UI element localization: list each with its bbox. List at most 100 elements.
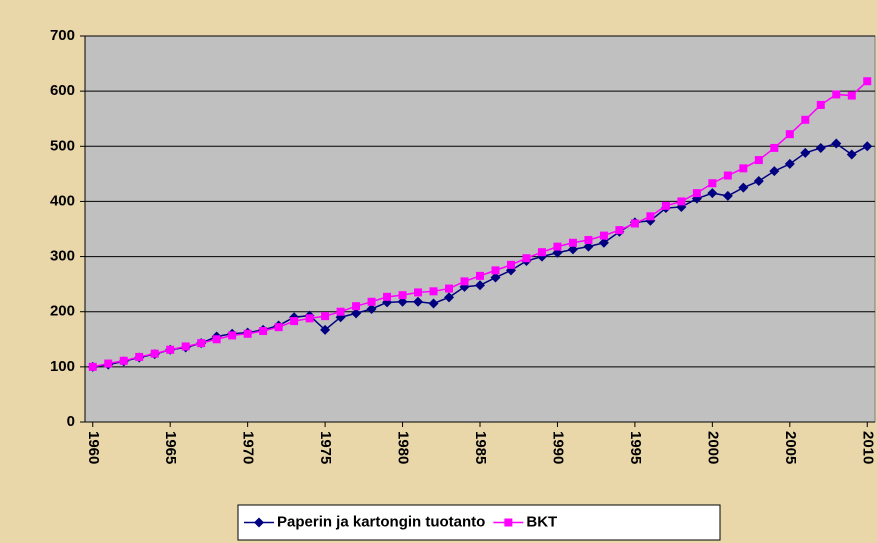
x-tick-label: 2000 bbox=[704, 431, 721, 464]
marker bbox=[212, 335, 221, 344]
marker bbox=[351, 308, 362, 319]
y-tick-label: 400 bbox=[50, 192, 75, 209]
marker bbox=[397, 296, 408, 307]
marker bbox=[460, 277, 469, 286]
marker bbox=[816, 100, 825, 109]
marker bbox=[801, 115, 810, 124]
marker bbox=[739, 164, 748, 173]
marker bbox=[707, 188, 718, 199]
marker bbox=[259, 327, 268, 336]
marker bbox=[754, 156, 763, 165]
marker bbox=[444, 292, 455, 303]
marker bbox=[367, 297, 376, 306]
legend-label: Paperin ja kartongin tuotanto bbox=[277, 513, 485, 530]
marker bbox=[831, 138, 842, 149]
marker bbox=[135, 352, 144, 361]
marker bbox=[537, 248, 546, 257]
marker bbox=[366, 303, 377, 314]
marker bbox=[753, 176, 764, 187]
marker bbox=[832, 90, 841, 99]
x-tick-label: 1970 bbox=[240, 431, 257, 464]
marker bbox=[583, 241, 594, 252]
marker bbox=[630, 219, 639, 228]
marker bbox=[197, 339, 206, 348]
marker bbox=[522, 254, 531, 263]
y-tick-label: 500 bbox=[50, 137, 75, 154]
marker bbox=[181, 342, 190, 351]
y-tick-label: 0 bbox=[67, 413, 75, 430]
legend-marker bbox=[254, 517, 264, 528]
marker bbox=[553, 242, 562, 251]
plot-area bbox=[84, 35, 876, 423]
x-tick-label: 1995 bbox=[627, 431, 644, 464]
x-tick-label: 1965 bbox=[162, 431, 179, 464]
y-tick-label: 600 bbox=[50, 82, 75, 99]
marker bbox=[414, 288, 423, 297]
marker bbox=[445, 284, 454, 293]
x-tick-label: 1990 bbox=[549, 431, 566, 464]
marker bbox=[506, 260, 515, 269]
marker bbox=[274, 323, 283, 332]
marker bbox=[104, 359, 113, 368]
legend-marker bbox=[504, 518, 513, 527]
marker bbox=[723, 171, 732, 180]
marker bbox=[476, 271, 484, 280]
marker bbox=[800, 147, 811, 158]
marker bbox=[738, 182, 749, 193]
marker bbox=[846, 149, 857, 160]
marker bbox=[692, 189, 701, 198]
marker bbox=[769, 166, 780, 177]
marker bbox=[398, 291, 407, 300]
marker bbox=[428, 298, 439, 309]
marker bbox=[847, 91, 856, 100]
y-tick-label: 200 bbox=[50, 303, 75, 320]
marker bbox=[352, 302, 361, 311]
y-tick-label: 100 bbox=[50, 358, 75, 375]
marker bbox=[568, 238, 577, 247]
marker bbox=[383, 292, 392, 301]
marker bbox=[119, 356, 128, 365]
legend-box bbox=[237, 504, 721, 541]
marker bbox=[646, 212, 655, 221]
y-tick-label: 300 bbox=[50, 248, 75, 265]
marker bbox=[599, 231, 608, 240]
marker bbox=[243, 329, 252, 338]
x-tick-label: 1975 bbox=[317, 431, 334, 464]
marker bbox=[475, 280, 485, 291]
y-tick-label: 700 bbox=[50, 27, 75, 44]
marker bbox=[784, 158, 795, 169]
marker bbox=[770, 143, 779, 152]
marker bbox=[88, 362, 97, 371]
marker bbox=[677, 197, 686, 206]
marker bbox=[305, 314, 314, 323]
marker bbox=[491, 266, 500, 275]
x-tick-label: 1980 bbox=[395, 431, 412, 464]
marker bbox=[321, 312, 330, 321]
legend-label: BKT bbox=[526, 513, 557, 530]
marker bbox=[150, 349, 159, 358]
marker bbox=[413, 296, 424, 307]
marker bbox=[336, 307, 345, 316]
marker bbox=[815, 142, 826, 153]
x-tick-label: 1985 bbox=[472, 431, 489, 464]
x-tick-label: 1960 bbox=[85, 431, 102, 464]
marker bbox=[862, 141, 873, 152]
marker bbox=[722, 190, 733, 201]
marker bbox=[661, 201, 670, 210]
marker bbox=[536, 251, 547, 262]
marker bbox=[166, 345, 175, 354]
marker bbox=[320, 324, 331, 335]
marker bbox=[615, 226, 624, 235]
marker bbox=[785, 130, 794, 139]
x-tick-label: 2005 bbox=[782, 431, 799, 464]
marker bbox=[598, 237, 609, 248]
marker bbox=[584, 236, 593, 245]
marker bbox=[863, 77, 872, 86]
marker bbox=[228, 331, 237, 340]
marker bbox=[708, 179, 717, 188]
x-tick-label: 2010 bbox=[859, 431, 876, 464]
marker bbox=[290, 317, 299, 326]
marker bbox=[429, 287, 438, 296]
marker bbox=[567, 244, 578, 255]
